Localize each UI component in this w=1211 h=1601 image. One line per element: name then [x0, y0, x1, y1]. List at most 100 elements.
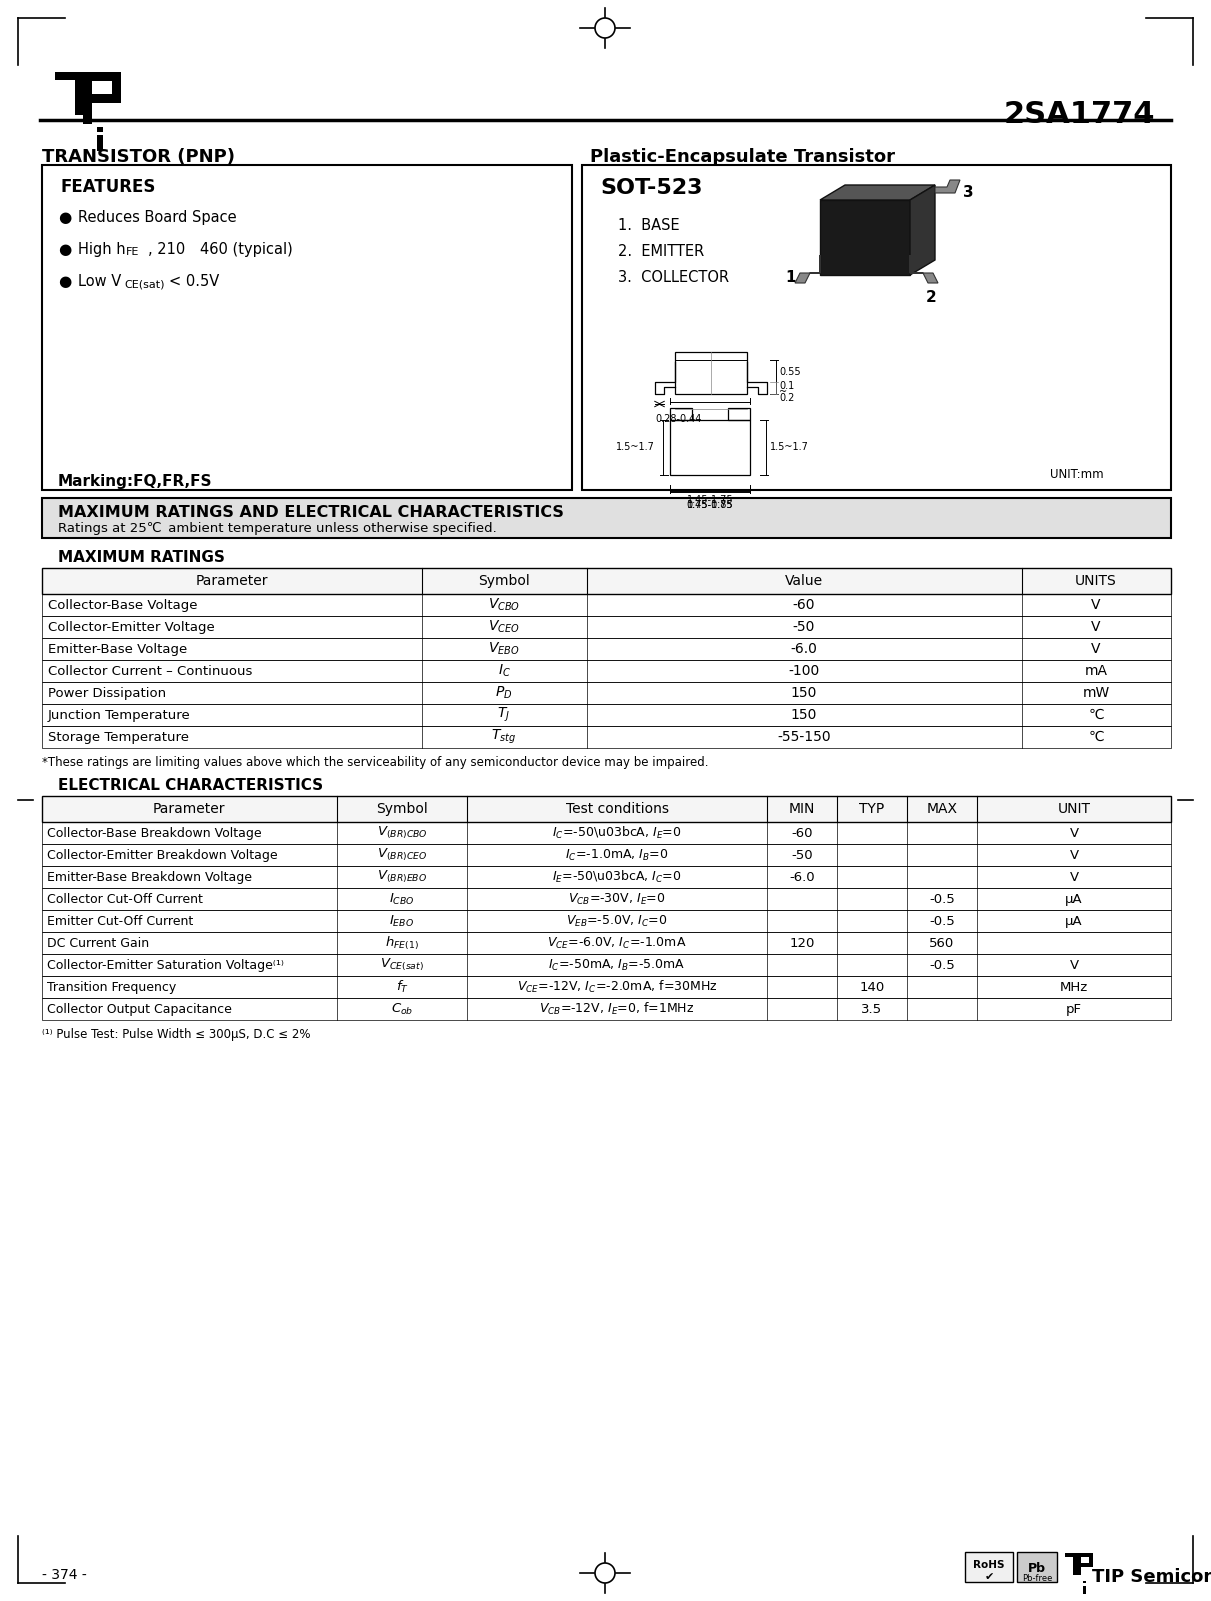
Text: Collector Current – Continuous: Collector Current – Continuous — [48, 664, 252, 677]
Text: $V_{CE}$=-6.0V, $I_C$=-1.0mA: $V_{CE}$=-6.0V, $I_C$=-1.0mA — [547, 935, 687, 951]
Text: V: V — [1069, 959, 1079, 972]
Bar — [42, 909, 1171, 932]
Text: 150: 150 — [791, 708, 817, 722]
Bar — [111, 72, 121, 102]
Text: $V_{CEO}$: $V_{CEO}$ — [488, 620, 520, 636]
Text: Transition Frequency: Transition Frequency — [47, 980, 177, 994]
Text: - 374 -: - 374 - — [42, 1567, 87, 1582]
Text: Symbol: Symbol — [377, 802, 427, 817]
Text: Collector-Emitter Saturation Voltage⁽¹⁾: Collector-Emitter Saturation Voltage⁽¹⁾ — [47, 959, 283, 972]
Text: $V_{(BR)CBO}$: $V_{(BR)CBO}$ — [377, 825, 427, 841]
Text: 2: 2 — [925, 290, 936, 306]
Bar — [42, 594, 1171, 616]
Text: MHz: MHz — [1060, 980, 1089, 994]
Text: V: V — [1069, 849, 1079, 861]
Text: $I_C$=-50mA, $I_B$=-5.0mA: $I_C$=-50mA, $I_B$=-5.0mA — [549, 957, 685, 972]
Text: -6.0: -6.0 — [791, 642, 817, 656]
Bar — [1081, 1563, 1089, 1567]
Text: 0.2: 0.2 — [779, 392, 794, 403]
Text: MIN: MIN — [788, 802, 815, 817]
Text: ELECTRICAL CHARACTERISTICS: ELECTRICAL CHARACTERISTICS — [58, 778, 323, 792]
Text: Emitter-Base Breakdown Voltage: Emitter-Base Breakdown Voltage — [47, 871, 252, 884]
Text: $h_{FE(1)}$: $h_{FE(1)}$ — [385, 935, 419, 951]
Text: -50: -50 — [791, 849, 813, 861]
Text: Power Dissipation: Power Dissipation — [48, 687, 166, 700]
Text: Ratings at 25℃ ambient temperature unless otherwise specified.: Ratings at 25℃ ambient temperature unles… — [58, 522, 497, 535]
Bar — [42, 844, 1171, 866]
Text: FEATURES: FEATURES — [61, 178, 155, 195]
Bar — [582, 165, 1171, 490]
Text: V: V — [1091, 599, 1101, 612]
Bar — [670, 408, 691, 419]
Bar — [42, 866, 1171, 889]
Text: ℃: ℃ — [1089, 730, 1103, 744]
Bar — [728, 408, 750, 419]
Text: V: V — [1091, 642, 1101, 656]
Text: *These ratings are limiting values above which the serviceability of any semicon: *These ratings are limiting values above… — [42, 756, 708, 768]
Text: ●: ● — [58, 210, 71, 226]
Bar — [42, 932, 1171, 954]
Text: Collector-Emitter Voltage: Collector-Emitter Voltage — [48, 621, 214, 634]
Text: High h: High h — [78, 242, 126, 258]
Bar — [42, 568, 1171, 594]
Text: 0.1: 0.1 — [779, 381, 794, 391]
Text: μA: μA — [1066, 892, 1083, 906]
Text: RoHS: RoHS — [974, 1559, 1005, 1571]
Text: Collector Cut-Off Current: Collector Cut-Off Current — [47, 892, 203, 906]
Bar — [97, 126, 103, 131]
Text: < 0.5V: < 0.5V — [170, 274, 219, 290]
Text: TYP: TYP — [860, 802, 884, 817]
Bar — [42, 660, 1171, 682]
Text: MAXIMUM RATINGS AND ELECTRICAL CHARACTERISTICS: MAXIMUM RATINGS AND ELECTRICAL CHARACTER… — [58, 504, 564, 520]
Text: UNITS: UNITS — [1075, 575, 1117, 588]
Bar — [42, 165, 572, 490]
Polygon shape — [820, 186, 935, 200]
Text: UNIT:mm: UNIT:mm — [1050, 467, 1103, 480]
Text: 0.75-0.85: 0.75-0.85 — [687, 500, 734, 511]
Bar — [92, 94, 111, 102]
Text: 150: 150 — [791, 685, 817, 700]
Bar — [42, 997, 1171, 1020]
Text: V: V — [1091, 620, 1101, 634]
Text: mW: mW — [1083, 685, 1109, 700]
Text: FE: FE — [126, 247, 139, 258]
Text: Pb-free: Pb-free — [1022, 1574, 1052, 1583]
Bar — [1064, 1553, 1087, 1558]
Text: -0.5: -0.5 — [929, 959, 955, 972]
Text: -55-150: -55-150 — [777, 730, 831, 744]
Text: Parameter: Parameter — [153, 802, 225, 817]
Text: $V_{EB}$=-5.0V, $I_C$=0: $V_{EB}$=-5.0V, $I_C$=0 — [567, 914, 667, 929]
Bar — [42, 889, 1171, 909]
Text: $I_{EBO}$: $I_{EBO}$ — [390, 914, 414, 929]
Text: Test conditions: Test conditions — [566, 802, 668, 817]
Text: $V_{CBO}$: $V_{CBO}$ — [488, 597, 520, 613]
Bar — [42, 682, 1171, 704]
Text: -0.5: -0.5 — [929, 914, 955, 927]
Text: ●: ● — [58, 242, 71, 258]
Text: ~: ~ — [779, 387, 787, 397]
Text: DC Current Gain: DC Current Gain — [47, 937, 149, 949]
Polygon shape — [935, 179, 960, 194]
Text: $V_{CB}$=-12V, $I_E$=0, f=1MHz: $V_{CB}$=-12V, $I_E$=0, f=1MHz — [539, 1001, 695, 1017]
Text: UNIT: UNIT — [1057, 802, 1090, 817]
Text: $I_{CBO}$: $I_{CBO}$ — [389, 892, 415, 906]
Text: V: V — [1069, 826, 1079, 839]
Text: $V_{(BR)EBO}$: $V_{(BR)EBO}$ — [377, 869, 427, 885]
Text: $f_T$: $f_T$ — [396, 978, 408, 996]
Text: $V_{CE(sat)}$: $V_{CE(sat)}$ — [380, 957, 424, 973]
Text: -0.5: -0.5 — [929, 892, 955, 906]
Text: Emitter-Base Voltage: Emitter-Base Voltage — [48, 642, 188, 655]
Text: , 210  460 (typical): , 210 460 (typical) — [148, 242, 293, 258]
Text: pF: pF — [1066, 1002, 1081, 1015]
Text: SOT-523: SOT-523 — [599, 178, 702, 199]
Text: MAX: MAX — [926, 802, 958, 817]
Text: 3: 3 — [963, 186, 974, 200]
Bar — [42, 704, 1171, 725]
Text: Junction Temperature: Junction Temperature — [48, 709, 191, 722]
Text: ✔: ✔ — [985, 1572, 994, 1582]
Text: $V_{EBO}$: $V_{EBO}$ — [488, 640, 520, 656]
Polygon shape — [909, 186, 935, 275]
Text: 560: 560 — [929, 937, 954, 949]
Text: Collector Output Capacitance: Collector Output Capacitance — [47, 1002, 231, 1015]
Text: $T_{stg}$: $T_{stg}$ — [492, 728, 517, 746]
